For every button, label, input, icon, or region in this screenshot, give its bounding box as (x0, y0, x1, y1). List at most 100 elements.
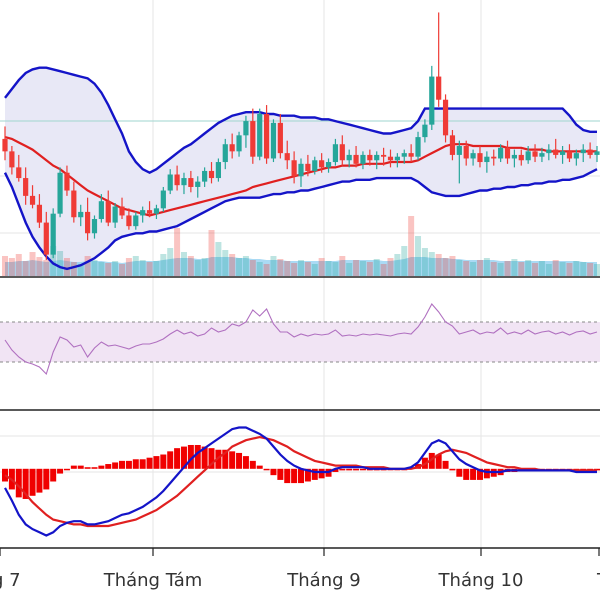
macd-histogram-bar (270, 468, 277, 476)
volume-bar (194, 260, 201, 276)
macd-histogram-bar (105, 464, 112, 469)
volume-bar (401, 246, 408, 276)
candle-body (2, 138, 8, 152)
candle-body (243, 121, 249, 136)
volume-bar (428, 252, 435, 276)
volume-bar (153, 261, 160, 276)
volume-bar (236, 258, 243, 276)
macd-histogram-bar (339, 468, 346, 471)
volume-bar (545, 264, 552, 276)
macd-histogram-bar (236, 452, 243, 469)
macd-line (4, 426, 597, 537)
volume-bar (490, 262, 497, 276)
volume-bar (311, 264, 318, 276)
candle-body (305, 163, 311, 171)
x-tick-label: Tháng Tám (103, 570, 203, 591)
candle-body (195, 181, 201, 187)
volume-bar (249, 260, 256, 276)
candle-body (387, 156, 394, 161)
macd-histogram-bar (449, 468, 456, 471)
candle-body (250, 121, 256, 157)
macd-histogram-bar (146, 457, 153, 469)
volume-bar (304, 262, 311, 276)
candle-body (222, 144, 228, 163)
volume-bar (174, 228, 181, 276)
candle-body (332, 144, 339, 163)
candle-body (346, 154, 352, 161)
macd-histogram-bar (153, 456, 160, 469)
candle-body (298, 163, 304, 177)
volume-bar (415, 236, 422, 276)
macd-histogram-bar (125, 460, 132, 469)
macd-histogram-bar (50, 468, 57, 482)
candle-body (532, 151, 538, 157)
volume-bar (105, 263, 112, 276)
volume-bar (256, 262, 263, 276)
volume-bar (291, 263, 298, 276)
volume-bar (125, 258, 132, 276)
candle-body (16, 167, 22, 179)
candle-body (236, 135, 242, 152)
candle-body (449, 135, 456, 155)
macd-histogram-bar (22, 468, 29, 499)
candle-body (491, 156, 497, 159)
macd-histogram-bar (112, 462, 119, 469)
volume-bar (483, 258, 490, 276)
volume-bar (270, 256, 277, 276)
candle-body (594, 151, 600, 155)
volume-bar (456, 260, 463, 276)
candle-body (587, 149, 593, 155)
candle-body (422, 124, 428, 138)
volume-bar (98, 262, 105, 276)
candle-body (126, 215, 132, 227)
volume-bar (180, 252, 187, 276)
volume-area (5, 257, 597, 276)
candle-body (174, 174, 180, 186)
rsi-panel (0, 303, 600, 411)
volume-bar (22, 261, 29, 276)
candle-body (580, 149, 586, 154)
x-tick-label: T (596, 570, 600, 591)
bollinger-upper-line (4, 66, 597, 175)
candle-body (188, 178, 194, 187)
volume-bar (132, 256, 139, 276)
candle-body (539, 153, 545, 157)
macd-histogram-bar (256, 465, 263, 469)
volume-bar (587, 263, 594, 276)
candle-body (160, 190, 166, 209)
volume-bar (242, 256, 249, 276)
volume-bar (552, 260, 559, 276)
volume-bar (36, 257, 43, 276)
candle-body (112, 206, 118, 223)
rsi-line (4, 303, 598, 376)
candle-body (559, 151, 566, 155)
macd-histogram-bar (456, 468, 463, 477)
candle-body (477, 153, 483, 163)
macd-histogram-bar (98, 465, 105, 469)
macd-histogram-bar (298, 468, 304, 484)
candle-body (470, 153, 476, 159)
price-panel (0, 12, 600, 278)
volume-bar (167, 248, 174, 276)
candle-body (257, 113, 263, 157)
candle-body (146, 210, 153, 214)
macd-histogram-bar (208, 448, 215, 469)
volume-bar (373, 259, 380, 276)
macd-histogram-bar (304, 468, 311, 482)
candle-body (208, 170, 215, 179)
macd-histogram-bar (84, 467, 91, 469)
candle-body (339, 144, 345, 161)
candle-body (71, 190, 77, 218)
candle-body (429, 76, 435, 125)
candle-body (367, 154, 373, 161)
candle-body (57, 172, 63, 214)
candle-body (484, 156, 490, 163)
candle-body (436, 76, 442, 100)
macd-histogram-bar (91, 467, 98, 469)
macd-histogram-bar (201, 446, 208, 469)
volume-bar (318, 258, 325, 276)
volume-bar (504, 261, 511, 276)
volume-bar (91, 260, 98, 276)
